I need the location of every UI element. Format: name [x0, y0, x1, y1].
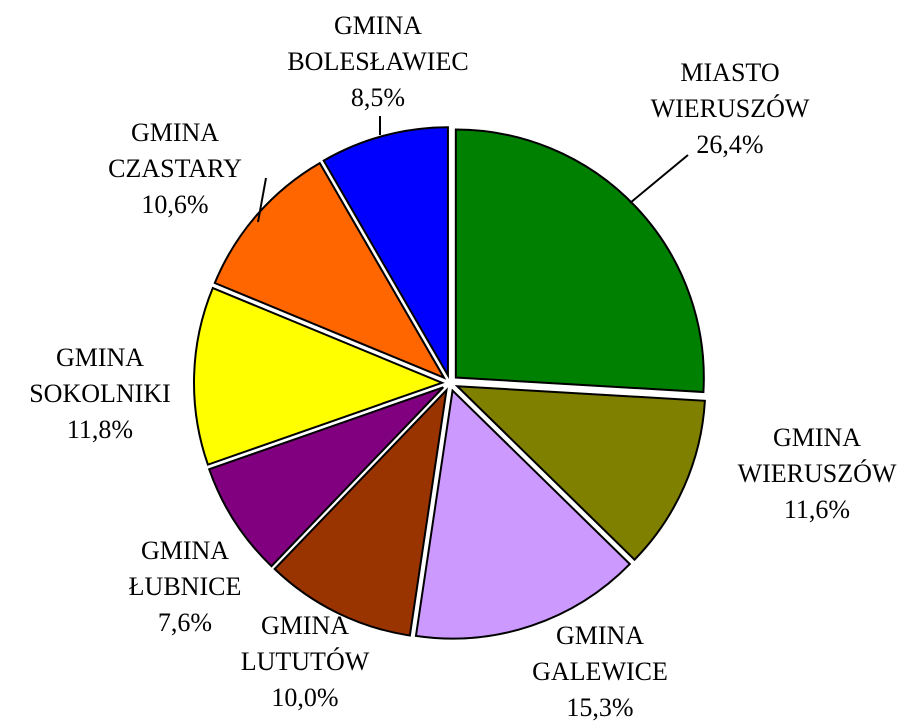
- category-label: GMINA WIERUSZÓW: [737, 423, 897, 488]
- pie-slice: [454, 385, 706, 562]
- value-label: 7,6%: [157, 608, 213, 637]
- value-label: 10,0%: [271, 683, 339, 712]
- category-label: GMINA SOKOLNIKI: [29, 343, 171, 408]
- pie-slice: [414, 388, 632, 640]
- pie-slice: [322, 126, 449, 379]
- slice-label: GMINA WIERUSZÓW 11,6%: [738, 420, 897, 528]
- category-label: GMINA BOLESŁAWIEC: [287, 11, 469, 76]
- slice-label: GMINA GALEWICE 15,3%: [532, 618, 668, 724]
- leader-line: [257, 177, 267, 223]
- pie-slice: [213, 161, 447, 380]
- category-label: MIASTO WIERUSZÓW: [650, 58, 810, 123]
- value-label: 11,8%: [66, 415, 134, 444]
- slice-label: GMINA BOLESŁAWIEC 8,5%: [287, 8, 468, 116]
- value-label: 15,3%: [566, 693, 634, 722]
- category-label: GMINA CZASTARY: [108, 118, 242, 183]
- value-label: 26,4%: [696, 130, 764, 159]
- value-label: 8,5%: [350, 83, 406, 112]
- category-label: GMINA LUTUTÓW: [240, 611, 370, 676]
- value-label: 11,6%: [783, 495, 851, 524]
- slice-label: GMINA ŁUBNICE 7,6%: [129, 533, 242, 641]
- leader-line: [629, 154, 689, 204]
- value-label: 10,6%: [141, 190, 209, 219]
- pie-slice: [207, 386, 444, 568]
- pie-slice: [273, 387, 448, 637]
- pie-slice: [454, 128, 705, 394]
- category-label: GMINA GALEWICE: [532, 621, 668, 686]
- slice-label: GMINA SOKOLNIKI 11,8%: [29, 340, 171, 448]
- pie-slice: [193, 286, 445, 466]
- slice-label: GMINA CZASTARY 10,6%: [108, 115, 242, 223]
- category-label: GMINA ŁUBNICE: [128, 536, 242, 601]
- slice-label: GMINA LUTUTÓW 10,0%: [241, 608, 370, 716]
- slice-label: MIASTO WIERUSZÓW 26,4%: [651, 55, 810, 163]
